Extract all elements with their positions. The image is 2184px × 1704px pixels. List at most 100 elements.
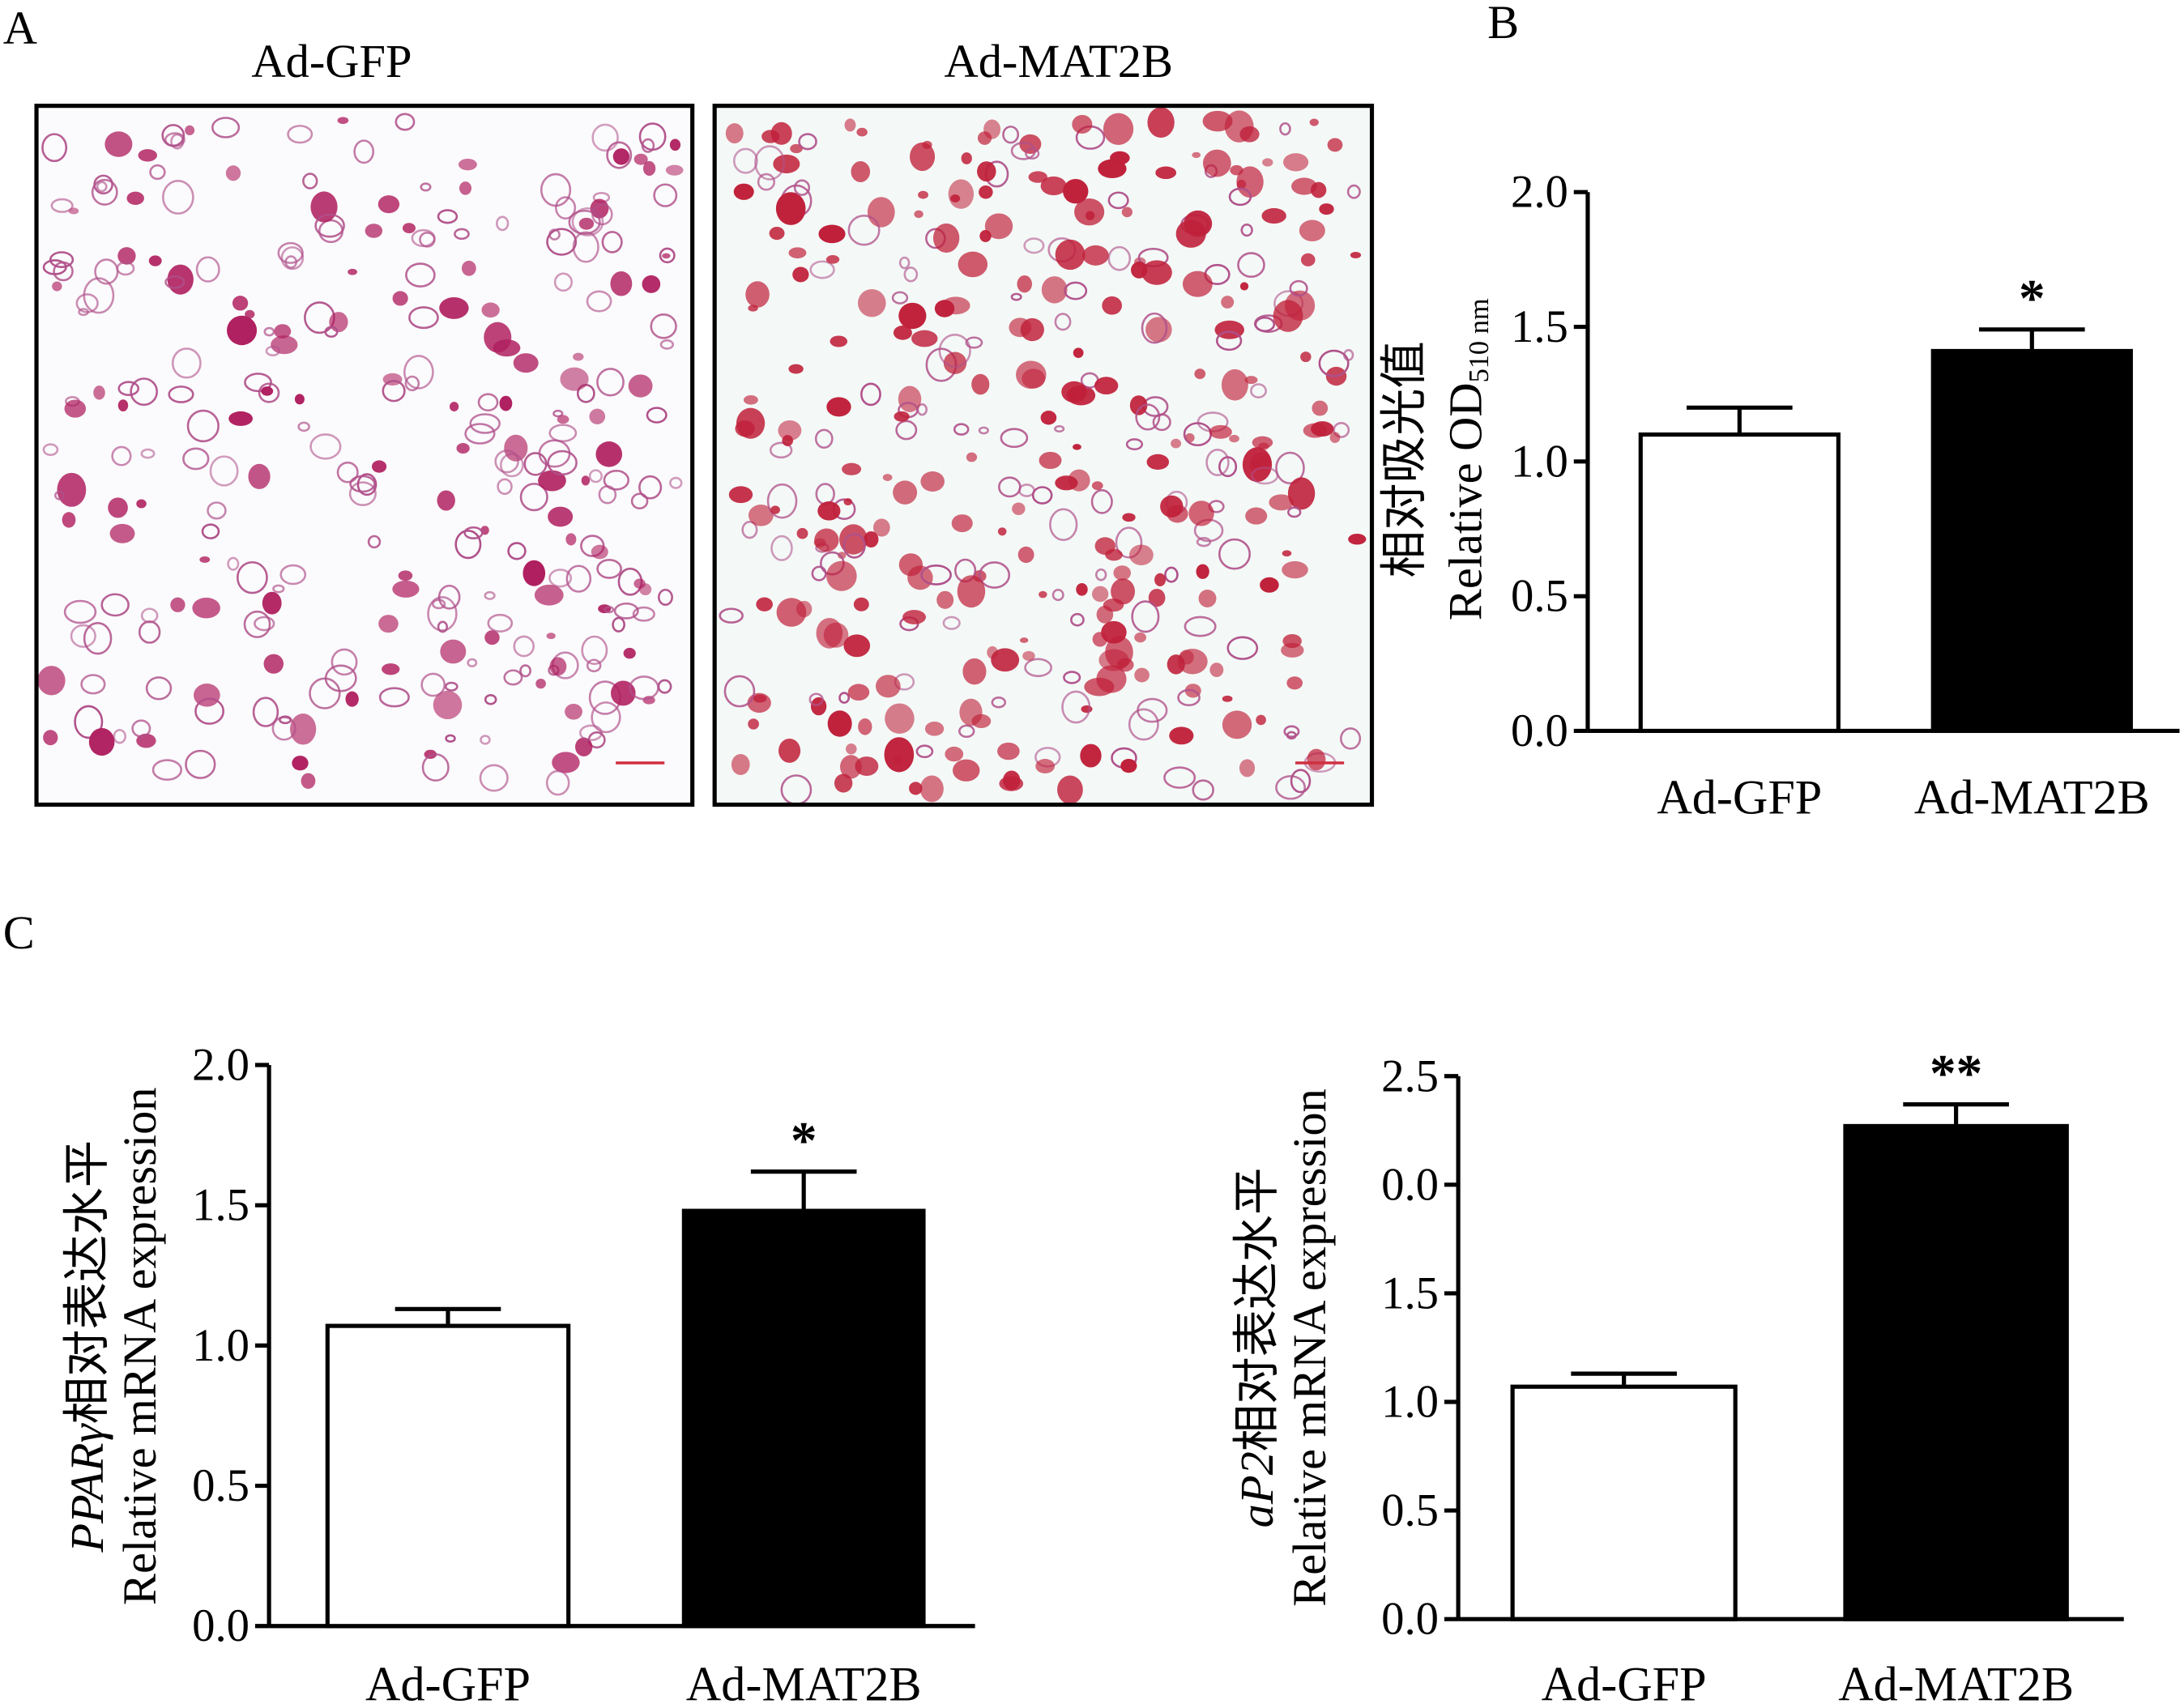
- cell: [1091, 481, 1103, 491]
- bar: [325, 1323, 571, 1629]
- cell: [287, 125, 314, 144]
- cell: [458, 158, 477, 171]
- cell: [604, 606, 615, 614]
- cell: [578, 724, 604, 742]
- significance: **: [1930, 1045, 1982, 1103]
- cell: [1022, 650, 1035, 661]
- cell: [105, 131, 133, 157]
- cell: [91, 178, 118, 206]
- y-axis-label: 相对吸光值: [1378, 341, 1431, 577]
- cell: [1198, 590, 1217, 607]
- cell: [149, 164, 166, 181]
- cell: [885, 703, 915, 734]
- cell: [64, 399, 87, 418]
- cell: [378, 195, 400, 214]
- cell: [1194, 368, 1206, 380]
- cell: [302, 173, 318, 190]
- cell: [195, 256, 220, 283]
- cell: [454, 530, 482, 560]
- cell: [469, 413, 501, 434]
- cell: [920, 564, 952, 586]
- cell: [909, 142, 936, 172]
- cell: [1091, 586, 1109, 603]
- cell: [1279, 121, 1291, 136]
- cell: [314, 213, 345, 238]
- cell: [504, 434, 528, 462]
- cell: [857, 288, 886, 317]
- bar: [1930, 348, 2133, 734]
- cell: [324, 664, 357, 692]
- cell: [952, 759, 980, 782]
- cell: [979, 185, 993, 199]
- cell: [1145, 317, 1172, 343]
- cell: [893, 480, 918, 505]
- cell: [1152, 413, 1171, 432]
- cell: [754, 145, 786, 181]
- cell: [337, 117, 349, 125]
- cell: [1184, 616, 1217, 637]
- cell: [1256, 714, 1266, 726]
- cell: [565, 703, 582, 720]
- cell: [1061, 381, 1087, 403]
- cell: [70, 624, 96, 648]
- cell: [277, 241, 304, 264]
- cell: [756, 597, 773, 611]
- cell: [548, 569, 573, 588]
- cell: [1348, 534, 1367, 545]
- cell: [1226, 636, 1259, 660]
- cell: [919, 775, 944, 803]
- cell: [356, 473, 378, 496]
- cell: [991, 648, 1020, 672]
- cell: [1102, 296, 1123, 315]
- cell: [464, 423, 496, 445]
- cell: [199, 556, 211, 563]
- cell: [1128, 708, 1159, 741]
- cell: [499, 453, 524, 478]
- cell: [834, 773, 853, 793]
- cell: [951, 514, 973, 533]
- cell: [1022, 368, 1046, 389]
- cell: [1081, 705, 1093, 714]
- cell: [408, 306, 439, 330]
- cell: [548, 424, 578, 443]
- cell: [1282, 550, 1292, 557]
- cell: [523, 560, 546, 586]
- cell: [534, 584, 564, 606]
- cell: [519, 664, 531, 678]
- image-title: Ad-GFP: [251, 35, 412, 87]
- cell: [244, 373, 272, 393]
- cell: [1202, 149, 1231, 177]
- cell: [565, 564, 592, 593]
- y-tick-label: 0.0: [1381, 1594, 1439, 1645]
- cell: [1003, 770, 1021, 790]
- cell: [748, 305, 758, 312]
- cell: [1082, 245, 1109, 266]
- cell: [1209, 424, 1232, 439]
- cell: [1350, 252, 1362, 258]
- cell: [136, 499, 147, 509]
- cell: [1299, 219, 1325, 241]
- x-tick-label: Ad-GFP: [365, 1657, 531, 1704]
- cell: [659, 339, 675, 350]
- cell: [903, 266, 919, 283]
- cell: [449, 402, 459, 411]
- cell: [1343, 349, 1354, 361]
- cell: [548, 506, 574, 527]
- cell: [638, 475, 663, 500]
- cell: [348, 268, 357, 275]
- cell: [271, 716, 296, 741]
- cell: [185, 749, 216, 779]
- cell: [612, 148, 630, 165]
- cell: [494, 449, 519, 474]
- x-tick-label: Ad-GFP: [1542, 1657, 1707, 1704]
- cell: [847, 214, 881, 246]
- cell: [62, 512, 76, 528]
- cell: [847, 684, 870, 701]
- cell: [263, 654, 284, 674]
- cell: [437, 490, 455, 511]
- y-tick-label: 2.0: [192, 1040, 250, 1091]
- cell: [553, 272, 574, 292]
- cell: [839, 524, 868, 555]
- cell: [1041, 276, 1068, 304]
- cell: [842, 462, 862, 475]
